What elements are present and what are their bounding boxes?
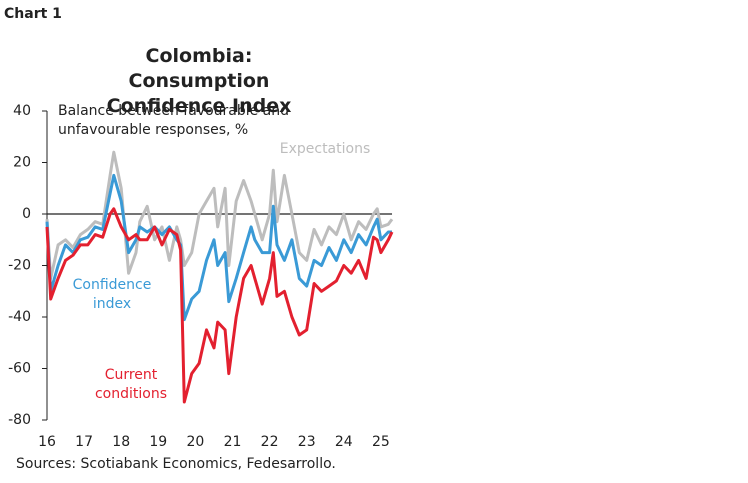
y-tick-label: -60 bbox=[8, 361, 31, 377]
series-line bbox=[45, 207, 394, 404]
x-tick-label: 23 bbox=[298, 434, 316, 450]
y-tick-label: -40 bbox=[8, 309, 31, 325]
chart-title: Colombia: Consumption Confidence Index bbox=[106, 45, 292, 117]
x-tick-label: 18 bbox=[112, 434, 130, 450]
x-tick-label: 17 bbox=[75, 434, 93, 450]
y-tick-label: 40 bbox=[13, 103, 31, 119]
y-tick-label: 0 bbox=[22, 206, 31, 222]
series-line bbox=[45, 150, 394, 280]
series-label: Expectations bbox=[279, 141, 371, 157]
x-tick-label: 20 bbox=[186, 434, 204, 450]
x-tick-label: 19 bbox=[149, 434, 167, 450]
x-tick-label: 21 bbox=[224, 434, 242, 450]
y-tick-label: -20 bbox=[8, 258, 31, 274]
x-tick-label: 24 bbox=[335, 434, 353, 450]
source: Sources: Scotiabank Economics, Fedesarro… bbox=[16, 456, 336, 472]
x-tick-label: 25 bbox=[372, 434, 390, 450]
series-line bbox=[45, 173, 392, 322]
x-tick-label: 16 bbox=[38, 434, 56, 450]
series-label: Current conditions bbox=[94, 367, 168, 402]
x-tick-label: 22 bbox=[261, 434, 279, 450]
y-axis-label: Balance between favourable and unfavoura… bbox=[58, 103, 290, 138]
y-tick-label: -80 bbox=[8, 412, 31, 428]
y-tick-label: 20 bbox=[13, 155, 31, 171]
series-label: Confidence index bbox=[72, 277, 152, 312]
chart-label: Chart 1 bbox=[4, 6, 62, 22]
